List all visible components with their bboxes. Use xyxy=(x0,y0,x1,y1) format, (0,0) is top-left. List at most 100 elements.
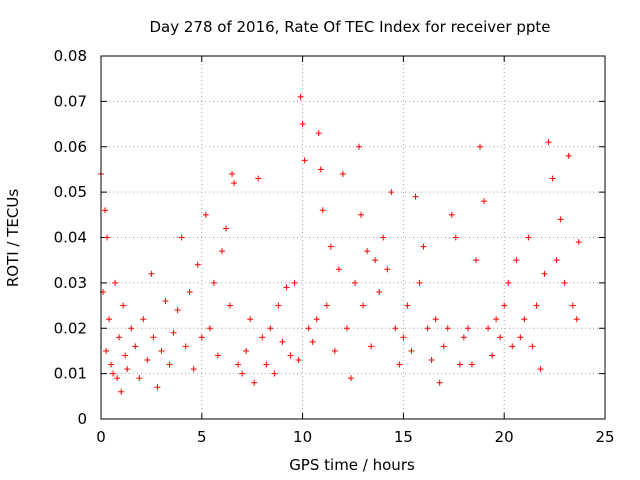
data-point-marker xyxy=(305,325,312,332)
data-point-marker xyxy=(497,334,504,341)
data-point-marker xyxy=(243,347,250,354)
y-tick-label: 0.02 xyxy=(54,319,87,337)
data-point-marker xyxy=(267,325,274,332)
data-point-marker xyxy=(202,211,209,218)
data-point-marker xyxy=(122,352,129,359)
data-point-marker xyxy=(481,198,488,205)
data-point-marker xyxy=(368,343,375,350)
data-point-marker xyxy=(392,325,399,332)
data-point-marker xyxy=(529,343,536,350)
data-point-marker xyxy=(352,279,359,286)
data-point-marker xyxy=(128,325,135,332)
data-point-marker xyxy=(509,343,516,350)
data-point-marker xyxy=(102,207,109,214)
data-point-marker xyxy=(460,334,467,341)
data-point-marker xyxy=(404,302,411,309)
data-point-marker xyxy=(162,298,169,305)
data-point-marker xyxy=(549,175,556,182)
data-point-marker xyxy=(464,325,471,332)
data-point-marker xyxy=(210,279,217,286)
x-axis-label: GPS time / hours xyxy=(289,456,415,474)
data-point-marker xyxy=(396,361,403,368)
data-point-marker xyxy=(106,316,113,323)
data-point-marker xyxy=(283,284,290,291)
data-point-marker xyxy=(428,357,435,364)
y-tick-label: 0.03 xyxy=(54,274,87,292)
data-point-marker xyxy=(229,170,236,177)
plot-frame xyxy=(100,55,606,420)
data-point-marker xyxy=(505,279,512,286)
data-point-marker xyxy=(118,388,125,395)
data-point-marker xyxy=(420,243,427,250)
data-point-marker xyxy=(472,257,479,264)
x-tick-label: 0 xyxy=(96,428,106,446)
data-point-marker xyxy=(545,139,552,146)
data-point-marker xyxy=(231,180,238,187)
data-point-marker xyxy=(291,279,298,286)
x-tick-label: 25 xyxy=(595,428,614,446)
data-point-marker xyxy=(263,361,270,368)
data-point-marker xyxy=(384,266,391,273)
data-point-marker xyxy=(452,234,459,241)
data-point-marker xyxy=(424,325,431,332)
data-point-marker xyxy=(182,343,189,350)
data-point-marker xyxy=(339,170,346,177)
x-tick-label: 10 xyxy=(293,428,312,446)
data-point-marker xyxy=(517,334,524,341)
data-point-marker xyxy=(521,316,528,323)
y-tick-label: 0.07 xyxy=(54,92,87,110)
data-point-marker xyxy=(468,361,475,368)
y-tick-label: 0.08 xyxy=(54,47,87,65)
data-point-marker xyxy=(575,239,582,246)
y-tick-label: 0.05 xyxy=(54,183,87,201)
data-point-marker xyxy=(541,270,548,277)
data-point-marker xyxy=(408,347,415,354)
data-point-marker xyxy=(525,234,532,241)
data-point-marker xyxy=(206,325,213,332)
data-point-marker xyxy=(493,316,500,323)
data-point-marker xyxy=(295,357,302,364)
data-point-marker xyxy=(251,379,258,386)
data-point-marker xyxy=(259,334,266,341)
data-point-marker xyxy=(144,357,151,364)
y-tick-label: 0.06 xyxy=(54,138,87,156)
data-point-marker xyxy=(235,361,242,368)
y-tick-label: 0 xyxy=(77,410,87,428)
data-point-marker xyxy=(227,302,234,309)
data-point-marker xyxy=(166,361,173,368)
data-point-marker xyxy=(416,279,423,286)
data-point-marker xyxy=(388,189,395,196)
data-point-marker xyxy=(360,302,367,309)
data-point-marker xyxy=(489,352,496,359)
data-point-marker xyxy=(114,375,121,382)
data-point-marker xyxy=(140,316,147,323)
data-point-marker xyxy=(190,366,197,373)
data-point-marker xyxy=(343,325,350,332)
data-point-marker xyxy=(275,302,282,309)
data-point-marker xyxy=(319,207,326,214)
data-point-marker xyxy=(178,234,185,241)
data-point-marker xyxy=(364,248,371,255)
data-point-marker xyxy=(485,325,492,332)
data-point-marker xyxy=(436,379,443,386)
data-point-marker xyxy=(198,334,205,341)
data-point-marker xyxy=(116,334,123,341)
data-point-marker xyxy=(440,343,447,350)
data-point-marker xyxy=(271,370,278,377)
data-point-marker xyxy=(317,166,324,173)
data-point-marker xyxy=(112,279,119,286)
data-point-marker xyxy=(124,366,131,373)
data-point-marker xyxy=(448,211,455,218)
data-point-marker xyxy=(218,248,225,255)
data-point-marker xyxy=(297,93,304,100)
data-point-marker xyxy=(222,225,229,232)
data-point-marker xyxy=(313,316,320,323)
data-point-marker xyxy=(279,338,286,345)
data-point-marker xyxy=(412,193,419,200)
data-point-marker xyxy=(110,370,117,377)
data-point-marker xyxy=(537,366,544,373)
data-point-marker xyxy=(432,316,439,323)
data-point-marker xyxy=(136,375,143,382)
data-point-marker xyxy=(400,334,407,341)
data-point-marker xyxy=(150,334,157,341)
